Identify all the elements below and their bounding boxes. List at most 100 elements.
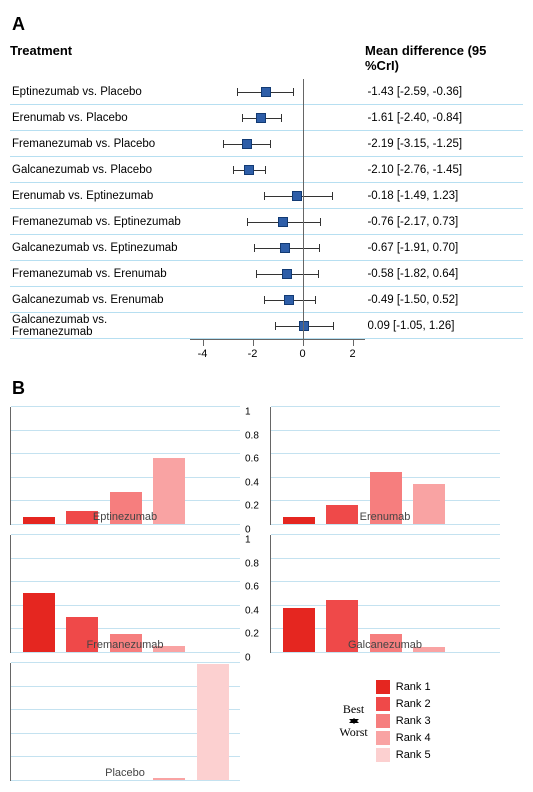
point-estimate: [284, 295, 294, 305]
treatment-label: Erenumab vs. Eptinezumab: [10, 190, 189, 202]
legend-swatch: [376, 680, 390, 694]
forest-row: Fremanezumab vs. Eptinezumab -0.76 [-2.17…: [10, 209, 523, 235]
point-estimate: [292, 191, 302, 201]
legend-swatch: [376, 697, 390, 711]
rank-chart-label: Eptinezumab: [10, 511, 240, 523]
treatment-label: Fremanezumab vs. Eptinezumab: [10, 216, 189, 228]
rank-bar: [197, 664, 229, 780]
x-tick-label: 2: [349, 348, 355, 360]
legend-rank-label: Rank 4: [396, 732, 431, 744]
forest-row: Eptinezumab vs. Placebo -1.43 [-2.59, -0.…: [10, 79, 523, 105]
ci-text: -0.67 [-1.91, 0.70]: [361, 242, 523, 254]
forest-row-plot: [189, 313, 361, 338]
treatment-label: Galcanezumab vs. Fremanezumab: [10, 314, 189, 338]
ci-text: -0.49 [-1.50, 0.52]: [361, 294, 523, 306]
rank-chart: 00.20.40.60.81Galcanezumab: [270, 535, 500, 651]
treatment-label: Galcanezumab vs. Eptinezumab: [10, 242, 189, 254]
forest-row: Erenumab vs. Eptinezumab -0.18 [-1.49, 1.…: [10, 183, 523, 209]
forest-row-plot: [189, 209, 361, 234]
legend-rank-label: Rank 1: [396, 681, 431, 693]
point-estimate: [256, 113, 266, 123]
legend-swatch: [376, 731, 390, 745]
y-tick-label: 0.6: [245, 582, 259, 593]
forest-row-plot: [189, 79, 361, 104]
legend-item: Rank 4: [376, 731, 431, 745]
treatment-label: Galcanezumab vs. Erenumab: [10, 294, 189, 306]
legend-swatch: [376, 748, 390, 762]
forest-row-plot: [189, 131, 361, 156]
x-tick-label: 0: [299, 348, 305, 360]
y-tick-label: 1: [245, 407, 251, 418]
forest-row-plot: [189, 183, 361, 208]
y-tick-label: 0.2: [245, 629, 259, 640]
forest-row-plot: [189, 287, 361, 312]
treatment-label: Fremanezumab vs. Erenumab: [10, 268, 189, 280]
y-tick-label: 0.4: [245, 605, 259, 616]
point-estimate: [244, 165, 254, 175]
ci-text: -1.61 [-2.40, -0.84]: [361, 112, 523, 124]
forest-row: Galcanezumab vs. Erenumab -0.49 [-1.50, 0…: [10, 287, 523, 313]
rank-chart-label: Galcanezumab: [270, 639, 500, 651]
rank-chart: 00.20.40.60.81Erenumab: [270, 407, 500, 523]
ci-text: -0.76 [-2.17, 0.73]: [361, 216, 523, 228]
legend-rank-label: Rank 3: [396, 715, 431, 727]
forest-row: Fremanezumab vs. Placebo-2.19 [-3.15, -1…: [10, 131, 523, 157]
forest-row-plot: [189, 105, 361, 130]
legend-swatch: [376, 714, 390, 728]
y-tick-label: 0.8: [245, 430, 259, 441]
y-tick-label: 0.2: [245, 501, 259, 512]
rank-chart: 00.20.40.60.81Eptinezumab: [10, 407, 240, 523]
rank-chart: 00.20.40.60.81Fremanezumab: [10, 535, 240, 651]
rank-panels: 00.20.40.60.81Eptinezumab00.20.40.60.81E…: [10, 407, 523, 779]
treatment-label: Galcanezumab vs. Placebo: [10, 164, 189, 176]
ci-text: -0.58 [-1.82, 0.64]: [361, 268, 523, 280]
x-tick-label: -2: [248, 348, 258, 360]
forest-x-axis: -4 -2 0 2: [190, 339, 365, 370]
forest-row-plot: [189, 261, 361, 286]
point-estimate: [242, 139, 252, 149]
forest-row: Galcanezumab vs. Eptinezumab -0.67 [-1.91…: [10, 235, 523, 261]
y-tick-label: 0: [245, 653, 251, 664]
point-estimate: [282, 269, 292, 279]
forest-plot: Treatment Mean difference (95 %CrI) Epti…: [10, 39, 523, 370]
legend-item: Rank 5: [376, 748, 431, 762]
point-estimate: [261, 87, 271, 97]
forest-row: Galcanezumab vs. Placebo -2.10 [-2.76, -1…: [10, 157, 523, 183]
legend-item: Rank 2: [376, 697, 431, 711]
zero-line: [303, 79, 304, 339]
rank-chart-label: Erenumab: [270, 511, 500, 523]
treatment-label: Erenumab vs. Placebo: [10, 112, 189, 124]
ci-text: -0.18 [-1.49, 1.23]: [361, 190, 523, 202]
y-tick-label: 0.8: [245, 558, 259, 569]
rank-chart-label: Placebo: [10, 767, 240, 779]
y-tick-label: 0.4: [245, 477, 259, 488]
header-ci: Mean difference (95 %CrI): [365, 43, 523, 73]
ci-text: -2.10 [-2.76, -1.45]: [361, 164, 523, 176]
panel-a-label: A: [12, 14, 523, 35]
ci-text: 0.09 [-1.05, 1.26]: [361, 320, 523, 332]
rank-chart-label: Fremanezumab: [10, 639, 240, 651]
rank-legend: BestWorstRank 1Rank 2Rank 3Rank 4Rank 5: [270, 663, 500, 779]
treatment-label: Eptinezumab vs. Placebo: [10, 86, 189, 98]
treatment-label: Fremanezumab vs. Placebo: [10, 138, 189, 150]
ci-text: -1.43 [-2.59, -0.36]: [361, 86, 523, 98]
forest-row-plot: [189, 235, 361, 260]
point-estimate: [278, 217, 288, 227]
legend-rank-label: Rank 5: [396, 749, 431, 761]
forest-row: Fremanezumab vs. Erenumab -0.58 [-1.82, 0…: [10, 261, 523, 287]
forest-row-plot: [189, 157, 361, 182]
point-estimate: [299, 321, 309, 331]
legend-item: Rank 1: [376, 680, 431, 694]
y-tick-label: 0.6: [245, 454, 259, 465]
point-estimate: [280, 243, 290, 253]
legend-rank-label: Rank 2: [396, 698, 431, 710]
y-tick-label: 1: [245, 535, 251, 546]
x-tick-label: -4: [198, 348, 208, 360]
rank-chart: 00.20.40.60.81Placebo: [10, 663, 240, 779]
forest-row: Erenumab vs. Placebo -1.61 [-2.40, -0.84]: [10, 105, 523, 131]
panel-b-label: B: [12, 378, 523, 399]
header-treatment: Treatment: [10, 43, 190, 73]
forest-row: Galcanezumab vs. Fremanezumab 0.09 [-1.05…: [10, 313, 523, 339]
legend-item: Rank 3: [376, 714, 431, 728]
forest-header: Treatment Mean difference (95 %CrI): [10, 39, 523, 79]
